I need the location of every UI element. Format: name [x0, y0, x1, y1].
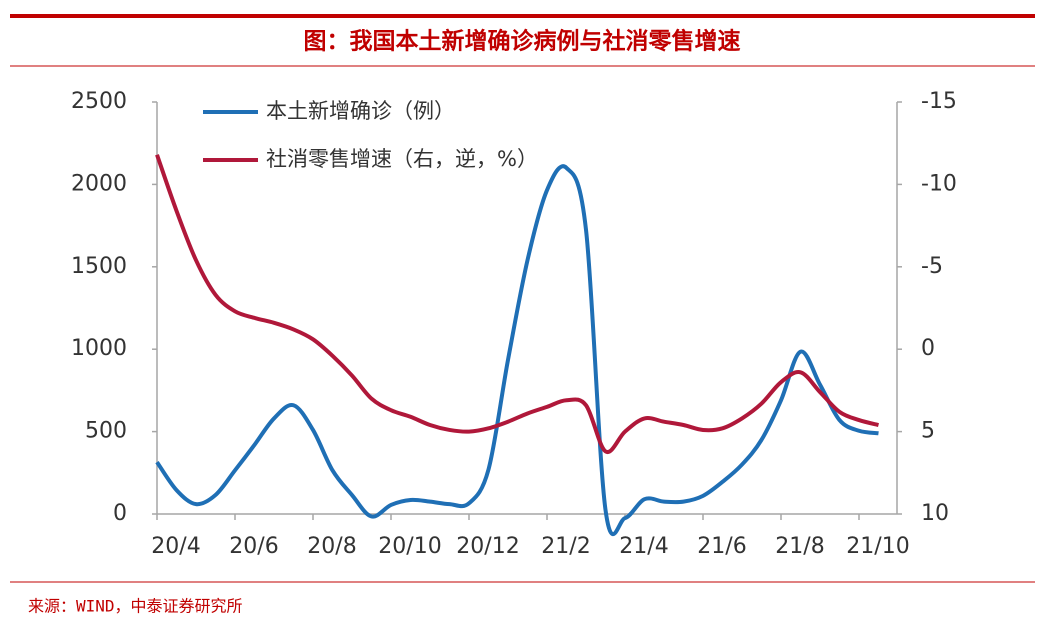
y2-tick-label: -5 — [921, 254, 943, 279]
y-tick-label: 2500 — [71, 89, 127, 114]
y-tick-label: 1000 — [71, 336, 127, 361]
x-tick-label: 21/8 — [775, 534, 824, 559]
x-tick-label: 21/6 — [697, 534, 746, 559]
x-tick-label: 21/2 — [541, 534, 590, 559]
y2-tick-label: -15 — [921, 89, 957, 114]
x-tick-label: 20/10 — [378, 534, 441, 559]
chart-title: 图：我国本土新增确诊病例与社消零售增速 — [304, 28, 741, 55]
data-line — [155, 164, 879, 537]
y2-tick-label: 5 — [921, 419, 935, 444]
y2-tick-label: -10 — [921, 171, 957, 196]
y2-tick-label: 0 — [921, 336, 935, 361]
y-tick-label: 0 — [113, 501, 127, 526]
legend-label: 社消零售增速（右，逆，%） — [266, 147, 538, 171]
y-tick-label: 2000 — [71, 171, 127, 196]
x-tick-label: 21/10 — [846, 534, 909, 559]
source-note: 来源：WIND，中泰证券研究所 — [28, 597, 243, 616]
x-tick-label: 20/12 — [456, 534, 519, 559]
data-line — [155, 154, 879, 455]
x-tick-label: 20/4 — [151, 534, 200, 559]
y2-tick-label: 10 — [921, 501, 949, 526]
x-tick-label: 20/8 — [307, 534, 356, 559]
x-tick-label: 21/4 — [619, 534, 668, 559]
x-tick-label: 20/6 — [229, 534, 278, 559]
legend-label: 本土新增确诊（例） — [266, 99, 455, 123]
y-tick-label: 1500 — [71, 254, 127, 279]
y-tick-label: 500 — [85, 419, 127, 444]
